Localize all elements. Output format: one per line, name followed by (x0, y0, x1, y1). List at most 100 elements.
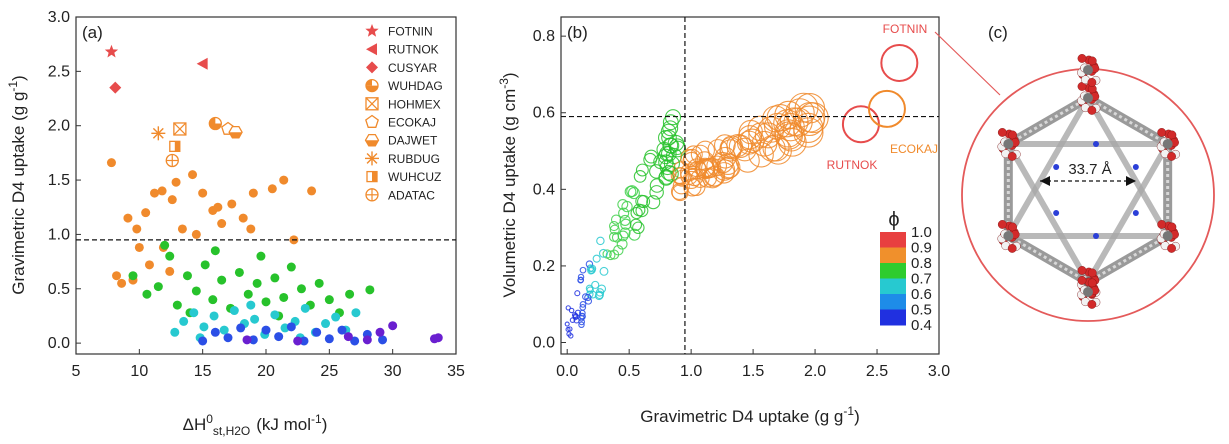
colorbar-tick-label: 0.5 (911, 302, 932, 319)
bubble-point (672, 167, 690, 185)
linker-rod (1003, 93, 1093, 149)
colorbar-tick-label: 1.0 (911, 224, 932, 241)
colorbar-segment (880, 263, 906, 279)
scatter-point-blue (261, 325, 271, 335)
bubble-point (619, 227, 631, 239)
scatter-point-green (200, 260, 210, 270)
scatter-point-blue (378, 335, 388, 345)
metal-node-cluster (1156, 220, 1180, 253)
bubble-point (579, 301, 587, 308)
colorbar-segment (880, 247, 906, 264)
x-tick-label: 15 (194, 363, 212, 380)
legend-label-rubdug: RUBDUG (388, 152, 440, 166)
bubble-point (564, 321, 570, 327)
colorbar-tick-label: 0.7 (911, 271, 932, 288)
bubble-point (633, 170, 647, 183)
bubble-point (588, 266, 596, 274)
metal-node-cluster (1156, 128, 1180, 161)
panel-a-label: (a) (82, 23, 103, 42)
legend-marker-wuhdag (365, 78, 379, 93)
scatter-point-cyan (229, 306, 239, 316)
bubble-ecokaj (867, 89, 906, 128)
marker-wuhcuz (169, 140, 181, 153)
bubble-point (582, 293, 590, 301)
scatter-point-orange (267, 184, 277, 194)
marker-wuhdag (208, 116, 222, 131)
bubble-point (695, 140, 715, 161)
bubble-point (566, 331, 572, 337)
scatter-point-green (208, 295, 218, 305)
bubble-point (572, 314, 579, 321)
legend-label-dajwet: DAJWET (388, 134, 438, 148)
legend-marker-rutnok (366, 43, 377, 56)
bubble-point (577, 273, 585, 281)
panel-a-legend: FOTNIN RUTNOK CUSYAR WUHDAG HOHMEX ECOKAJ DAJW… (364, 24, 443, 202)
panel-a-y-axis-label: Gravimetric D4 uptake (g g-1) (6, 75, 28, 294)
x-tick-label: 1.5 (742, 363, 764, 380)
scatter-point-green (296, 284, 306, 294)
scatter-point-cyan (199, 322, 209, 332)
pore-size-label: 33.7 Å (1068, 161, 1111, 178)
legend-label-cusyar: CUSYAR (388, 61, 437, 75)
bubble-point (599, 266, 609, 276)
scatter-point-violet (375, 327, 385, 337)
nitrogen-atom (1093, 233, 1099, 239)
nitrogen-atom (1053, 210, 1060, 216)
bubble-point (578, 321, 585, 329)
metal-node-cluster (1077, 276, 1101, 309)
bubble-point (629, 218, 643, 231)
linker-rod (1083, 231, 1173, 287)
legend-marker-fotnin (365, 24, 379, 37)
scatter-point-cyan (219, 325, 229, 335)
colorbar-tick-label: 0.8 (911, 255, 932, 272)
scatter-point-blue (198, 336, 208, 346)
scatter-point-cyan (170, 327, 180, 337)
bubble-point (632, 221, 645, 235)
bubble-point (682, 170, 701, 190)
scatter-point-orange (150, 188, 160, 198)
scatter-point-green (256, 251, 266, 261)
panel-b-frame (560, 16, 940, 355)
bubble-point (718, 156, 741, 179)
scatter-point-green (182, 271, 192, 281)
nitrogen-atom (1053, 164, 1060, 170)
bubble-point (754, 122, 781, 149)
scatter-point-blue (248, 335, 258, 345)
scatter-point-orange (246, 224, 256, 234)
bubble-point (579, 303, 587, 311)
scatter-point-orange (279, 175, 289, 185)
bubble-point (635, 194, 649, 208)
scatter-point-cyan (321, 319, 331, 329)
bubble-point (611, 232, 623, 243)
scatter-point-violet (433, 333, 443, 343)
legend-marker-dajwet (364, 133, 380, 147)
bubble-point (774, 100, 803, 130)
x-tick-label: 0.5 (618, 363, 640, 380)
linker-rod (1005, 141, 1091, 285)
bubble-point (620, 218, 632, 230)
legend-label-ecokaj: ECOKAJ (388, 116, 436, 130)
scatter-point-green (345, 289, 355, 299)
scatter-point-orange (106, 158, 116, 168)
scatter-point-green (153, 282, 163, 292)
bubble-point (577, 276, 584, 284)
y-tick-label: 2.5 (48, 63, 70, 80)
scatter-point-orange (171, 177, 181, 187)
bubble-point (679, 163, 698, 182)
scatter-point-blue (286, 322, 296, 332)
scatter-point-blue (236, 323, 246, 333)
bubble-point (697, 167, 718, 188)
y-tick-label: 0.4 (533, 181, 555, 198)
bubble-point (774, 121, 804, 150)
bubble-point (713, 134, 736, 157)
scatter-point-blue (312, 327, 322, 337)
scatter-point-orange (177, 224, 187, 234)
linker-rod (1085, 95, 1171, 239)
bubble-point (671, 184, 689, 202)
scatter-point-green (243, 289, 253, 299)
scatter-point-green (314, 278, 324, 288)
scatter-point-orange (248, 188, 258, 198)
bubble-point (619, 214, 631, 226)
colorbar-segment (880, 278, 906, 295)
